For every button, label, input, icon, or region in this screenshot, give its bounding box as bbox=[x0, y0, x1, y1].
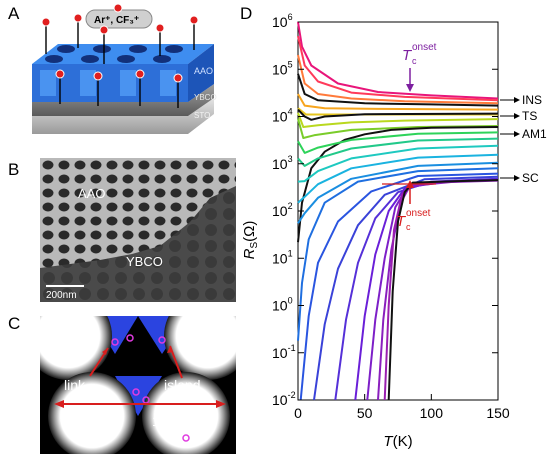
ion-particles bbox=[41, 4, 199, 83]
svg-text:island: island bbox=[164, 377, 201, 393]
panel-d-letter: D bbox=[240, 4, 253, 23]
ion-arrows bbox=[45, 20, 195, 108]
svg-text:Ar⁺, CF₃⁺: Ar⁺, CF₃⁺ bbox=[94, 15, 139, 26]
series-line-7 bbox=[297, 108, 499, 121]
aao-side bbox=[188, 44, 214, 102]
x-tick-label: 100 bbox=[420, 405, 444, 421]
y-tick-label: 103 bbox=[272, 154, 293, 172]
aao-front bbox=[32, 64, 188, 102]
label-am1: AM1 bbox=[522, 127, 547, 141]
svg-text:link: link bbox=[64, 377, 86, 393]
x-tick-label: 150 bbox=[486, 405, 510, 421]
regime-labels: INS TS AM1 SC bbox=[500, 93, 547, 185]
svg-text:onset: onset bbox=[412, 42, 437, 53]
series-line-12 bbox=[297, 137, 499, 167]
svg-text:YBCO: YBCO bbox=[126, 254, 163, 269]
tc-onset-bottom-label: T c onset bbox=[382, 180, 436, 232]
series-line-11 bbox=[297, 131, 499, 154]
series-line-4 bbox=[297, 73, 499, 107]
y-axis-label: RS(Ω) bbox=[241, 221, 260, 260]
series-line-14 bbox=[297, 153, 499, 204]
y-tick-label: 102 bbox=[272, 201, 293, 219]
svg-text:103nm: 103nm bbox=[152, 413, 195, 429]
y-tick-label: 10-1 bbox=[272, 343, 296, 361]
panel-c-schematic: link island 103nm bbox=[40, 316, 236, 454]
pores bbox=[40, 316, 236, 454]
svg-text:T: T bbox=[396, 213, 407, 230]
panel-b-sem-image: AAO YBCO 200nm bbox=[40, 158, 236, 302]
series-line-17 bbox=[299, 172, 499, 401]
svg-text:c: c bbox=[406, 222, 411, 232]
x-ticks: 0 50 100 150 bbox=[294, 394, 510, 421]
svg-text:T: T bbox=[402, 47, 413, 64]
svg-text:200nm: 200nm bbox=[46, 290, 77, 301]
y-tick-label: 101 bbox=[272, 248, 293, 266]
y-tick-label: 100 bbox=[272, 296, 293, 314]
ybco-layer bbox=[32, 84, 214, 116]
svg-text:AAO: AAO bbox=[78, 186, 105, 201]
series-line-13 bbox=[297, 144, 499, 183]
vortex-markers bbox=[111, 334, 190, 442]
series-line-5 bbox=[297, 93, 499, 111]
series-line-1 bbox=[297, 21, 499, 100]
x-axis-label: T(K) bbox=[383, 433, 412, 450]
y-tick-label: 104 bbox=[272, 107, 293, 125]
y-tick-label: 106 bbox=[272, 12, 293, 30]
svg-text:AAO: AAO bbox=[194, 66, 213, 76]
series-line-16 bbox=[297, 167, 499, 341]
y-tick-label: 10-2 bbox=[272, 390, 296, 408]
y-ticks: 106 105 104 103 102 101 100 10-1 10-2 bbox=[272, 12, 498, 408]
panel-a-letter: A bbox=[8, 4, 20, 23]
series-line-8 bbox=[297, 112, 499, 128]
panel-b-letter: B bbox=[8, 160, 20, 179]
tc-onset-top-label: T c onset bbox=[402, 42, 437, 92]
y-tick-label: 105 bbox=[272, 59, 293, 77]
label-sc: SC bbox=[522, 171, 539, 185]
svg-text:YBCO: YBCO bbox=[194, 93, 217, 102]
series-line-24 bbox=[387, 179, 499, 401]
svg-text:STO: STO bbox=[194, 111, 210, 120]
series-line-3 bbox=[297, 54, 499, 105]
series-line-18 bbox=[313, 175, 499, 401]
aao-region bbox=[40, 158, 236, 268]
label-ts: TS bbox=[522, 109, 537, 123]
label-ins: INS bbox=[522, 93, 542, 107]
svg-text:onset: onset bbox=[406, 208, 431, 219]
series-line-15 bbox=[297, 161, 499, 224]
panel-a-schematic: AAO YBCO STO Ar⁺, CF₃⁺ bbox=[32, 4, 217, 134]
series-line-2 bbox=[297, 35, 499, 102]
x-tick-label: 50 bbox=[357, 405, 373, 421]
series-line-10 bbox=[297, 126, 499, 243]
x-tick-label: 0 bbox=[294, 405, 302, 421]
svg-text:c: c bbox=[412, 56, 417, 66]
curves bbox=[297, 21, 499, 401]
panel-c-letter: C bbox=[8, 314, 21, 333]
